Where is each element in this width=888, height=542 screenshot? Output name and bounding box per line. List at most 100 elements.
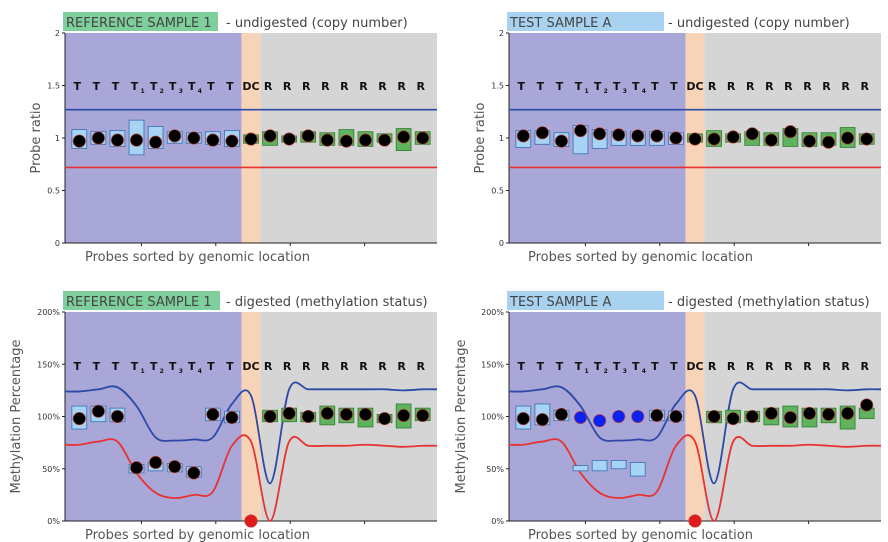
probe-point — [339, 407, 353, 421]
probe-point — [301, 409, 315, 424]
probe-label-subscript: 3 — [179, 368, 183, 375]
y-tick-label: 200% — [481, 308, 504, 317]
probe-point — [397, 408, 411, 423]
probe-label: T — [93, 360, 101, 373]
probe-label: R — [416, 80, 425, 93]
probe-label-subscript: 4 — [642, 88, 646, 95]
probe-label: R — [765, 80, 774, 93]
probe-point — [821, 407, 836, 421]
probe-label: R — [378, 80, 387, 93]
probe-label: R — [822, 360, 831, 373]
probe-label-subscript: 3 — [623, 88, 627, 95]
probe-point — [612, 128, 626, 142]
probe-point — [282, 132, 296, 146]
probe-point — [168, 460, 182, 474]
probe-point — [72, 412, 86, 426]
probe-point — [168, 129, 182, 143]
probe-label-subscript: 1 — [585, 88, 589, 95]
probe-label: T — [150, 80, 158, 93]
probe-point — [416, 131, 430, 145]
probe-label-subscript: 1 — [141, 88, 145, 95]
probe-label: T — [594, 80, 602, 93]
probe-label: T — [651, 360, 659, 373]
probe-label-subscript: 4 — [198, 368, 202, 375]
probe-box — [610, 459, 627, 470]
probe-label: R — [803, 80, 812, 93]
probe-label: T — [226, 80, 234, 93]
chart-panel-3: 0%50%100%150%200%T T T T 1 T 2 T 3 T 4 T T DC R R R R R R R R… — [9, 291, 438, 542]
probe-point — [841, 406, 855, 420]
y-tick-label: 0% — [47, 517, 60, 526]
x-axis-label: Probes sorted by genomic location — [528, 528, 753, 542]
probe-point — [573, 124, 588, 138]
probe-point — [821, 135, 836, 149]
probe-label: R — [727, 360, 736, 373]
probe-label: T — [518, 80, 526, 93]
probe-label: T — [613, 360, 621, 373]
probe-point — [149, 135, 163, 149]
probe-label: R — [841, 80, 850, 93]
y-tick-label: 150% — [37, 360, 60, 369]
probe-label: R — [416, 360, 425, 373]
probe-label: T — [226, 360, 234, 373]
probe-label: T — [670, 80, 678, 93]
probe-point — [149, 455, 163, 470]
probe-label: R — [746, 360, 755, 373]
probe-label: R — [708, 360, 717, 373]
probe-label: T — [112, 80, 120, 93]
x-axis-label: Probes sorted by genomic location — [85, 528, 310, 542]
probe-label: T — [632, 360, 640, 373]
x-axis-label: Probes sorted by genomic location — [85, 250, 310, 265]
probe-label: R — [841, 360, 850, 373]
probe-point — [802, 406, 817, 420]
probe-point — [726, 130, 740, 144]
sample-tag-box — [63, 12, 218, 31]
probe-label: T — [188, 80, 196, 93]
probe-label: R — [340, 360, 349, 373]
sample-tag-box — [507, 12, 664, 31]
probe-point — [129, 461, 144, 475]
probe-label: T — [537, 360, 545, 373]
probe-label: T — [575, 360, 583, 373]
sample-tag-label: TEST SAMPLE A — [509, 295, 612, 310]
probe-point — [593, 414, 607, 428]
probe-point — [263, 129, 277, 143]
probe-point — [282, 406, 296, 420]
probe-point — [650, 408, 664, 423]
x-axis-label: Probes sorted by genomic location — [528, 250, 753, 265]
panel-subtitle: - undigested (copy number) — [668, 16, 850, 31]
y-axis-label: Methylation Percentage — [9, 340, 24, 494]
y-tick-label: 0 — [499, 239, 504, 248]
probe-point — [129, 133, 144, 147]
y-tick-label: 50% — [42, 465, 60, 474]
probe-label: T — [169, 80, 177, 93]
probe-point — [320, 406, 334, 420]
y-tick-label: 2 — [55, 29, 60, 38]
probe-label: T — [93, 80, 101, 93]
lower-threshold-line — [508, 434, 882, 522]
chart-panel-4: 0%50%100%150%200%T T T T 1 T 2 T 3 T 4 T T DC R R R R R R R R… — [454, 291, 882, 542]
panel-subtitle: - digested (methylation status) — [226, 295, 428, 310]
probe-label: T — [169, 360, 177, 373]
probe-point — [206, 407, 220, 421]
probe-label-subscript: 2 — [160, 368, 164, 375]
probe-point — [554, 407, 569, 421]
probe-label: R — [359, 80, 368, 93]
probe-point — [745, 127, 759, 141]
probe-point — [320, 133, 334, 147]
probe-point — [860, 132, 874, 146]
probe-label: R — [302, 360, 311, 373]
probe-label: T — [613, 80, 621, 93]
probe-point — [91, 131, 105, 145]
probe-point — [783, 410, 797, 425]
probe-point — [339, 134, 353, 148]
probe-point — [783, 125, 797, 139]
probe-label: T — [131, 360, 139, 373]
probe-point — [225, 134, 239, 148]
y-tick-label: 0% — [491, 517, 504, 526]
probe-box — [572, 465, 589, 472]
probe-label-subscript: 1 — [585, 368, 589, 375]
probe-label: R — [784, 80, 793, 93]
